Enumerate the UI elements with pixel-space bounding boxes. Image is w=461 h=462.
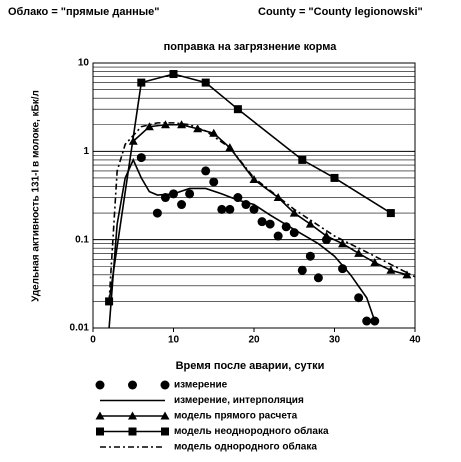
y-tick-label: 1 — [83, 146, 89, 157]
y-tick-label: 0.01 — [70, 323, 90, 334]
marker — [160, 411, 170, 420]
series-line — [108, 122, 416, 302]
marker — [160, 120, 170, 129]
x-tick-label: 40 — [409, 335, 421, 346]
x-tick-label: 20 — [248, 335, 260, 346]
marker — [249, 174, 259, 183]
marker — [160, 380, 170, 390]
marker — [305, 251, 315, 261]
header-left: Облако = "прямые данные" — [8, 6, 159, 18]
marker — [144, 122, 154, 131]
marker — [209, 177, 219, 187]
marker — [321, 231, 331, 240]
marker — [201, 78, 210, 87]
marker — [297, 265, 307, 275]
y-tick-label: 0.1 — [75, 234, 89, 245]
legend-label: измерение — [174, 380, 228, 391]
marker — [249, 204, 259, 214]
marker — [386, 209, 395, 218]
marker — [185, 189, 195, 199]
legend-label: модель неоднородного облака — [174, 425, 329, 437]
marker — [298, 155, 307, 164]
marker — [354, 248, 364, 257]
y-axis-label: Удельная активность 131-I в молоке, кБк/… — [31, 90, 42, 302]
marker — [169, 70, 178, 79]
legend-label: модель прямого расчета — [174, 411, 298, 422]
marker — [265, 219, 275, 229]
marker — [201, 166, 211, 176]
marker — [161, 427, 169, 436]
marker — [96, 427, 104, 436]
legend-label: модель однородного облака — [174, 441, 317, 453]
marker — [177, 200, 187, 210]
marker — [128, 380, 137, 390]
marker — [225, 143, 235, 152]
marker — [354, 293, 364, 303]
header-right: County = "County legionowski" — [258, 6, 423, 18]
marker — [281, 222, 291, 232]
chart-title: поправка на загрязнение корма — [164, 41, 338, 53]
series-line — [108, 157, 376, 329]
legend-label: измерение, интерполяция — [174, 395, 304, 406]
marker — [305, 219, 315, 228]
marker — [257, 217, 267, 227]
series-line — [108, 73, 392, 302]
marker — [136, 153, 146, 163]
x-tick-label: 10 — [168, 335, 180, 346]
x-axis-label: Время после аварии, сутки — [176, 360, 325, 372]
marker — [330, 173, 339, 182]
plot-frame — [92, 62, 416, 329]
marker — [370, 258, 380, 267]
marker — [273, 231, 283, 241]
marker — [177, 120, 187, 129]
marker — [386, 265, 396, 274]
marker — [95, 411, 105, 420]
marker — [362, 316, 372, 326]
marker — [289, 208, 299, 217]
x-tick-label: 30 — [329, 335, 341, 346]
marker — [137, 78, 146, 87]
marker — [217, 204, 227, 214]
x-tick-label: 0 — [90, 335, 96, 346]
marker — [338, 239, 348, 248]
marker — [152, 208, 162, 218]
marker — [128, 427, 137, 436]
marker — [402, 270, 412, 279]
marker — [128, 411, 137, 420]
y-tick-label: 10 — [78, 58, 90, 69]
marker — [225, 204, 235, 214]
marker — [233, 105, 242, 114]
marker — [338, 264, 348, 274]
marker — [313, 273, 323, 283]
marker — [95, 380, 105, 390]
